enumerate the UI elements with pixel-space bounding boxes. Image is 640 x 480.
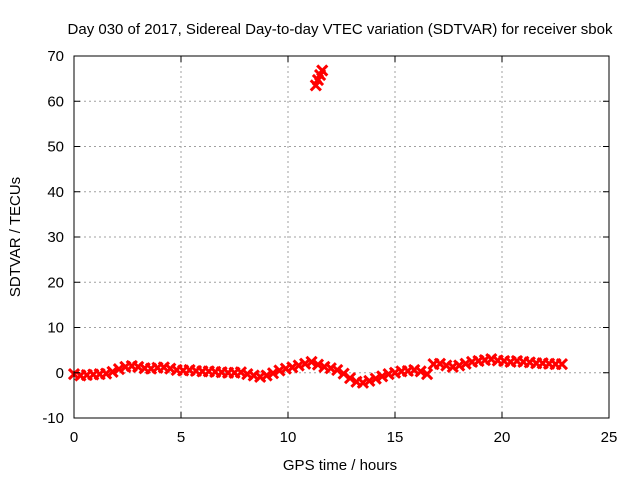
y-tick-label: -10 [42,410,64,427]
y-tick-label: 0 [56,365,64,382]
y-tick-label: 10 [47,320,64,337]
data-points [70,66,566,386]
y-tick-label: 50 [47,139,64,156]
y-tick-label: 30 [47,229,64,246]
x-tick-label: 20 [494,429,511,446]
x-tick-label: 15 [387,429,404,446]
y-tick-labels: -10 0 10 20 30 40 50 60 70 [42,48,64,427]
y-axis-label: SDTVAR / TECUs [7,177,24,297]
y-tick-label: 70 [47,48,64,65]
x-axis-label: GPS time / hours [283,457,397,474]
x-tick-label: 5 [177,429,185,446]
y-tick-label: 40 [47,184,64,201]
x-tick-label: 0 [70,429,78,446]
chart-title: Day 030 of 2017, Sidereal Day-to-day VTE… [68,21,613,38]
y-tick-label: 60 [47,93,64,110]
chart: Day 030 of 2017, Sidereal Day-to-day VTE… [0,0,640,480]
y-tick-label: 20 [47,274,64,291]
x-tick-label: 25 [601,429,618,446]
x-tick-label: 10 [280,429,297,446]
x-tick-labels: 0 5 10 15 20 25 [70,429,618,446]
